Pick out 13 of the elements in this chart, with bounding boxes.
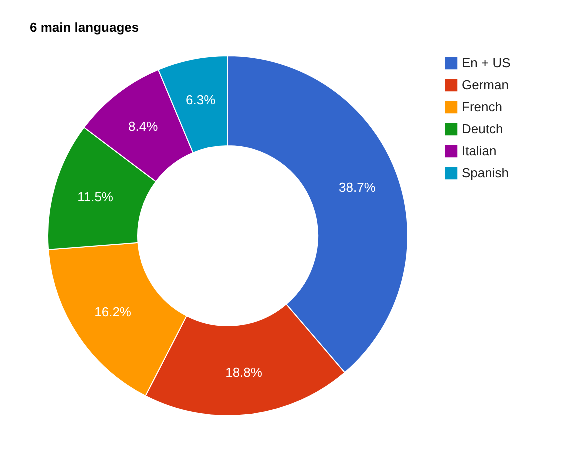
legend-label: French: [462, 100, 502, 114]
legend-label: German: [462, 78, 509, 92]
data-label: 8.4%: [128, 119, 159, 134]
chart-title: 6 main languages: [30, 20, 140, 35]
data-label: 16.2%: [94, 304, 132, 320]
data-label: 38.7%: [339, 180, 376, 196]
data-label: 6.3%: [186, 92, 216, 108]
data-label: 11.5%: [78, 189, 114, 204]
legend-label: En + US: [462, 56, 512, 70]
legend-label: Spanish: [462, 166, 509, 180]
legend-label: Deutch: [462, 122, 504, 136]
data-label: 18.8%: [226, 365, 263, 380]
legend-label: Italian: [462, 144, 497, 158]
